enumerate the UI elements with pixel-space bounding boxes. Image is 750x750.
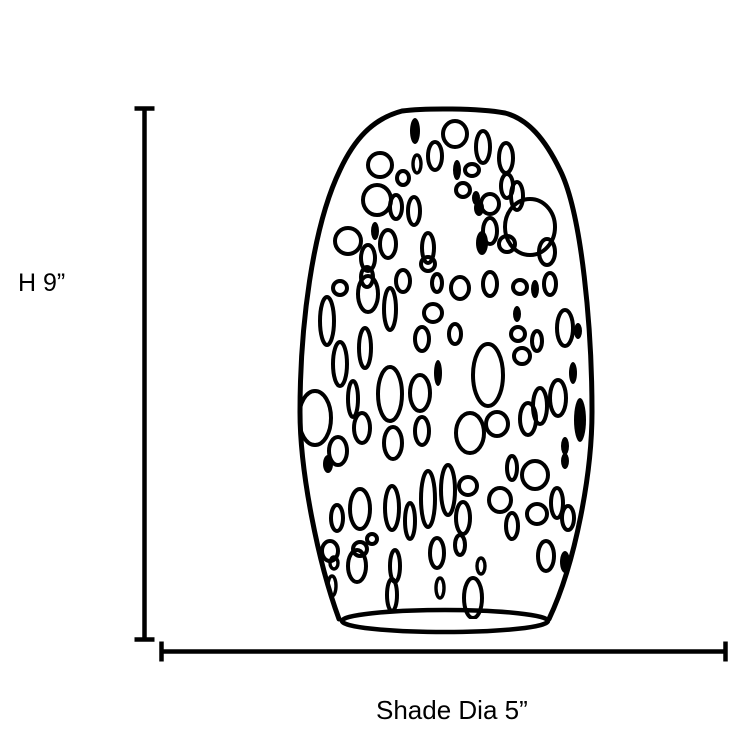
diameter-dimension-line <box>159 641 728 662</box>
bubble-pattern <box>300 118 586 619</box>
shade-bottom-rim <box>339 607 551 635</box>
diameter-dimension-label: Shade Dia 5” <box>376 695 528 725</box>
height-dimension-line <box>134 106 155 642</box>
height-dimension-label: H 9” <box>18 269 66 297</box>
shade-outline <box>297 106 595 622</box>
